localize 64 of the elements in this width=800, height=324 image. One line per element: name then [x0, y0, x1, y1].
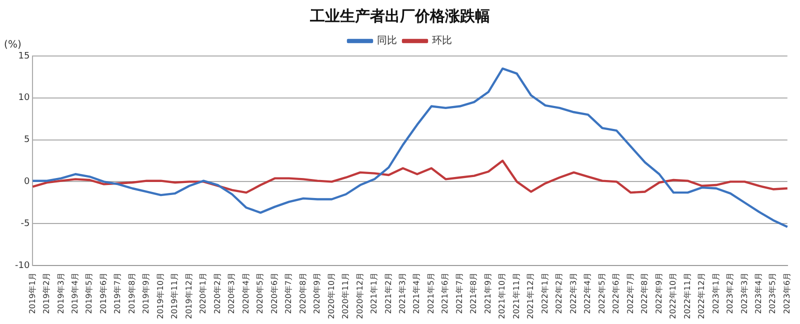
x-tick-label: 2023年4月 — [754, 272, 763, 314]
x-tick-label: 2022年8月 — [640, 272, 650, 314]
x-tick-label: 2021年8月 — [469, 272, 478, 314]
chart-title: 工业生产者出厂价格涨跌幅 — [309, 6, 490, 25]
legend-label: 环比 — [432, 34, 452, 47]
x-tick-label: 2021年6月 — [440, 272, 450, 314]
x-tick-label: 2020年10月 — [326, 272, 336, 320]
x-tick-label: 2019年6月 — [98, 272, 108, 314]
x-tick-label: 2022年9月 — [654, 272, 664, 314]
x-tick-label: 2020年2月 — [212, 272, 222, 314]
x-tick-label: 2021年12月 — [526, 272, 536, 320]
y-tick-label: 15 — [18, 51, 30, 62]
x-tick-label: 2020年9月 — [312, 272, 322, 314]
x-tick-label: 2021年4月 — [412, 272, 422, 314]
x-tick-label: 2021年7月 — [454, 272, 464, 314]
y-axis-title: (%) — [4, 40, 22, 51]
x-tick-label: 2020年5月 — [256, 272, 265, 314]
x-tick-label: 2019年7月 — [113, 272, 122, 314]
x-tick-label: 2020年8月 — [298, 272, 308, 314]
x-tick-label: 2022年6月 — [612, 272, 621, 314]
x-tick-label: 2022年2月 — [554, 272, 564, 314]
x-tick-label: 2019年1月 — [28, 272, 37, 314]
x-tick-label: 2022年4月 — [583, 272, 592, 314]
x-tick-label: 2019年5月 — [84, 272, 94, 314]
x-tick-label: 2019年8月 — [127, 272, 136, 314]
x-tick-label: 2019年12月 — [184, 272, 194, 320]
x-tick-label: 2020年4月 — [241, 272, 250, 314]
y-tick-label: 10 — [18, 93, 30, 104]
y-tick-label: 0 — [24, 177, 30, 188]
x-tick-label: 2020年6月 — [270, 272, 279, 314]
x-tick-label: 2023年6月 — [782, 272, 792, 314]
x-tick-label: 2022年11月 — [682, 272, 692, 320]
x-tick-label: 2019年9月 — [142, 272, 151, 314]
x-tick-label: 2022年10月 — [668, 272, 678, 320]
x-tick-label: 2022年7月 — [626, 272, 635, 314]
x-tick-label: 2019年11月 — [170, 272, 180, 320]
x-tick-label: 2019年2月 — [42, 272, 52, 314]
x-tick-label: 2022年3月 — [568, 272, 578, 314]
x-tick-label: 2019年3月 — [56, 272, 66, 314]
x-tick-label: 2023年1月 — [711, 272, 720, 314]
x-tick-label: 2021年11月 — [512, 272, 521, 320]
y-tick-label: -5 — [20, 218, 30, 229]
x-tick-label: 2019年10月 — [156, 272, 165, 320]
x-tick-label: 2020年7月 — [284, 272, 294, 314]
x-tick-label: 2020年3月 — [227, 272, 236, 314]
x-tick-label: 2021年3月 — [398, 272, 408, 314]
x-tick-label: 2021年1月 — [370, 272, 379, 314]
y-tick-label: 5 — [24, 135, 30, 146]
x-tick-label: 2023年3月 — [740, 272, 749, 314]
x-tick-label: 2023年5月 — [768, 272, 778, 314]
x-tick-label: 2019年4月 — [70, 272, 80, 314]
x-tick-label: 2020年12月 — [355, 272, 364, 320]
legend-label: 同比 — [377, 34, 397, 47]
y-tick-label: -10 — [14, 260, 30, 271]
x-tick-label: 2022年1月 — [540, 272, 550, 314]
x-tick-label: 2023年2月 — [726, 272, 735, 314]
x-tick-label: 2021年5月 — [426, 272, 436, 314]
x-tick-label: 2021年10月 — [498, 272, 507, 320]
x-tick-label: 2022年5月 — [597, 272, 606, 314]
x-tick-label: 2020年1月 — [198, 272, 208, 314]
x-tick-label: 2021年2月 — [384, 272, 393, 314]
x-tick-label: 2020年11月 — [341, 272, 350, 320]
x-tick-label: 2022年12月 — [697, 272, 706, 320]
x-tick-label: 2021年9月 — [483, 272, 492, 314]
